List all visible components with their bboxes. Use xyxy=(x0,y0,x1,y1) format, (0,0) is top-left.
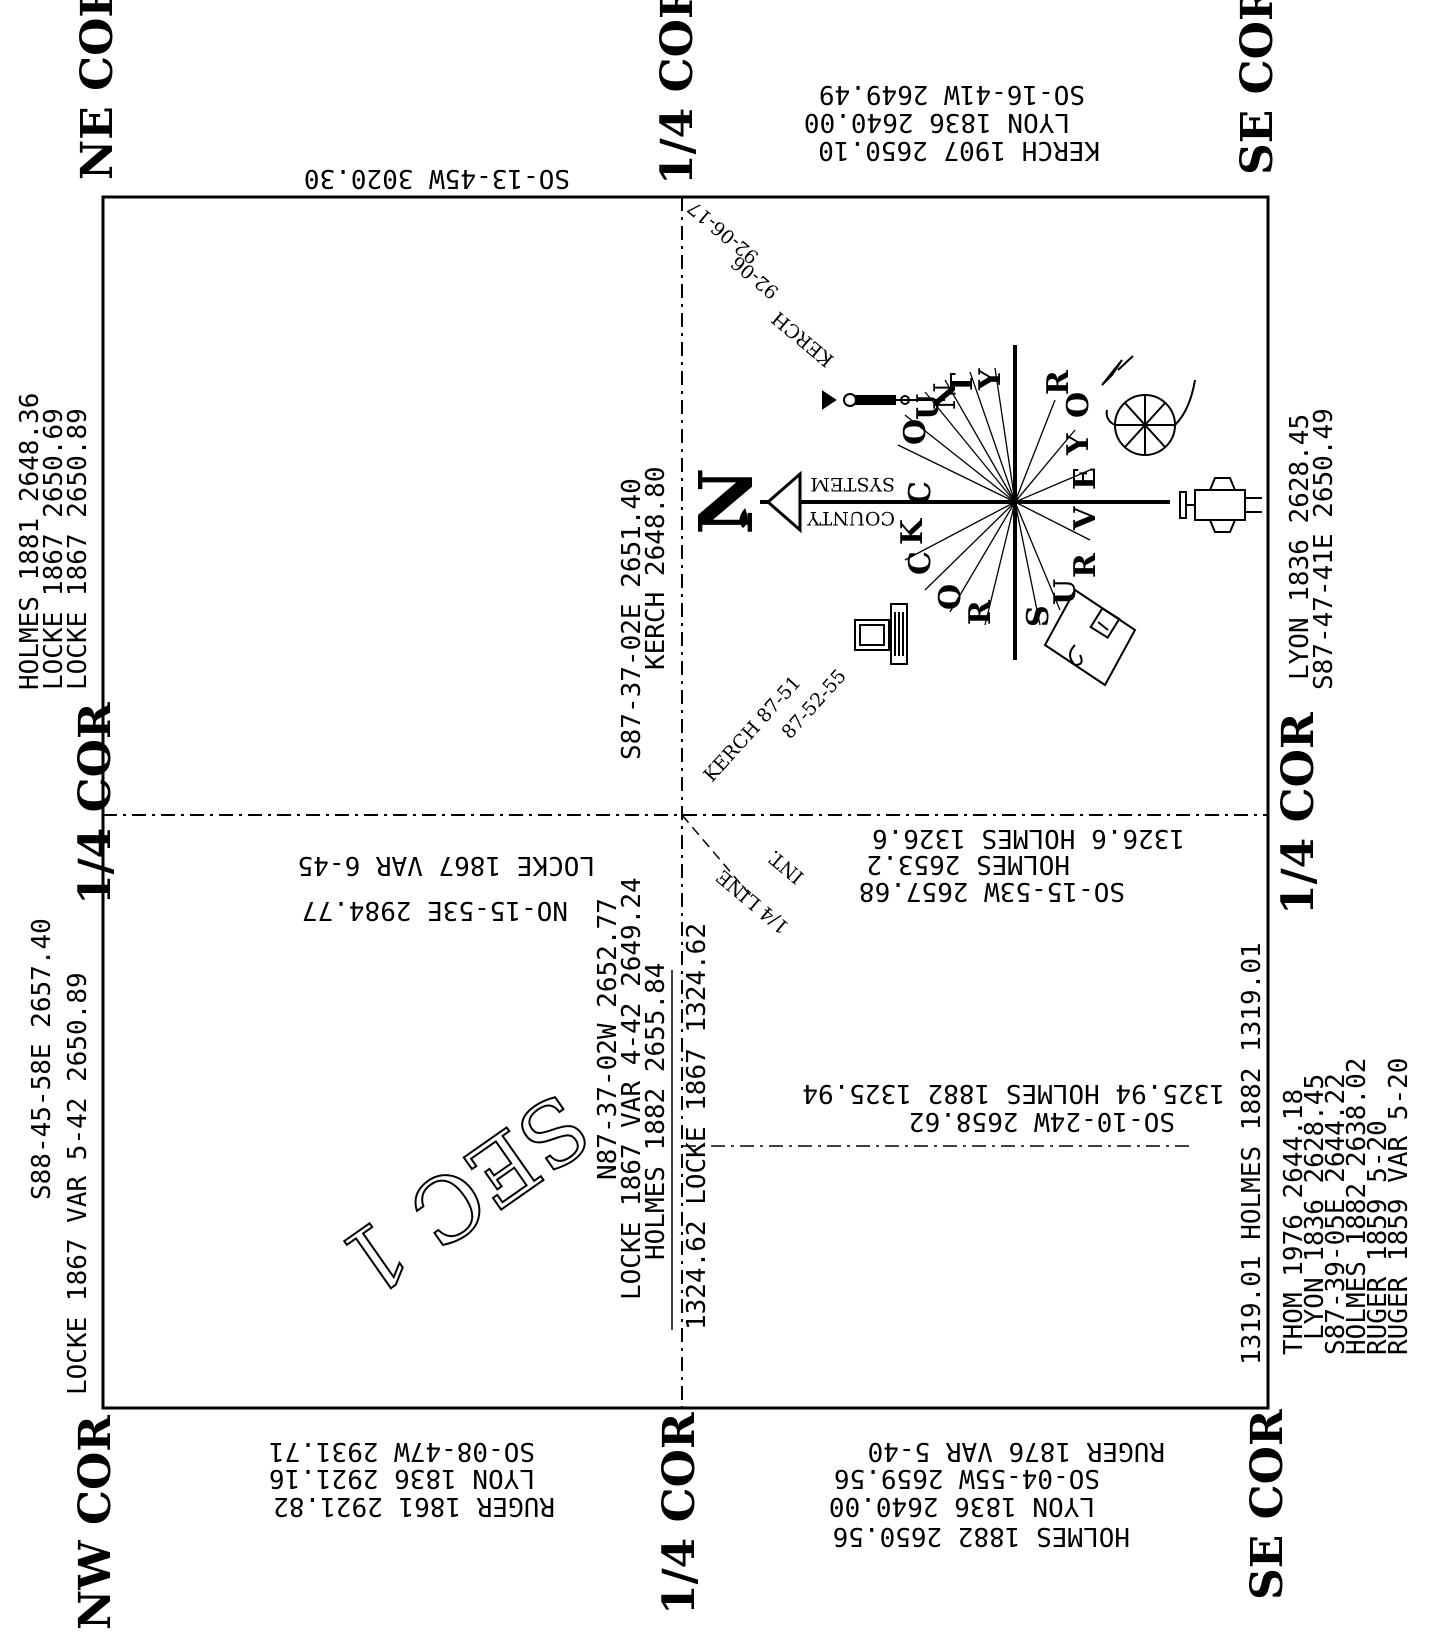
vertical-center-2: LOCKE 1867 VAR 4-42 2649.24 xyxy=(617,877,647,1300)
kerch-upper-label: KERCH xyxy=(768,307,838,371)
logo-letter-o2: O xyxy=(933,584,968,610)
int-pointer xyxy=(681,814,751,896)
se-quarter-upper-1: 1326.6 HOLMES 1326.6 xyxy=(872,823,1185,853)
int-label: INT. xyxy=(763,845,808,888)
bottom-right-3: LYON 1836 2640.00 xyxy=(829,1491,1095,1521)
bottom-left-1: RUGER 1861 2921.82 xyxy=(273,1491,555,1521)
quarter-cor-left: 1/4 COR xyxy=(70,702,121,905)
ne-cor-label: NE COR xyxy=(72,0,123,180)
vertical-center-1: N87-37-02W 2652.77 xyxy=(593,898,623,1180)
right-lower-4: HOLMES 1882 2638.02 xyxy=(1342,1058,1372,1355)
logo-letter-o1: O xyxy=(898,419,933,445)
top-right-1: KERCH 1907 2650.10 xyxy=(818,135,1100,165)
logo-letter-s: S xyxy=(1021,605,1056,627)
logo-letter-r1: R xyxy=(963,599,998,625)
left-lower-2: LOCKE 1867 VAR 5-42 2650.89 xyxy=(63,972,93,1395)
right-lower-1: THOM 1976 2644.18 xyxy=(1279,1089,1309,1355)
kerch-upper-nums2: 92-06-17 xyxy=(684,196,764,268)
top-right-3: SO-16-41W 2649.49 xyxy=(819,79,1085,109)
logo-county-text: COUNTY xyxy=(807,507,895,529)
transit-icon xyxy=(822,390,945,410)
logo-letter-v: V xyxy=(1068,506,1103,531)
computer-icon xyxy=(854,603,908,665)
logo-letter-c2: C xyxy=(903,551,938,575)
right-upper-2: S87-47-41E 2650.49 xyxy=(1309,408,1339,690)
logo-letter-y1: Y xyxy=(973,368,1008,391)
right-upper-1: LYON 1836 2628.45 xyxy=(1285,414,1315,680)
logo-letter-k: K xyxy=(895,518,930,545)
right-lower-2: LYON 1836 2628.45 xyxy=(1300,1074,1330,1340)
right-lower-3: S87-39-05E 2644.22 xyxy=(1321,1073,1351,1355)
se-cor-bottom: SE COR xyxy=(1242,1409,1293,1600)
bottom-right-1: RUGER 1876 VAR 5-40 xyxy=(868,1436,1165,1466)
logo-letter-r2: R xyxy=(1068,552,1103,578)
section-label: SEC 1 xyxy=(322,1073,607,1316)
logo-letter-t1: T xyxy=(945,372,980,395)
quarter-cor-top: 1/4 COR xyxy=(652,0,703,185)
bottom-right-4: HOLMES 1882 2650.56 xyxy=(833,1521,1130,1551)
logo-north-letter: N xyxy=(684,467,770,535)
holmes-line-label: 1319.01 HOLMES 1882 1319.01 xyxy=(1237,942,1267,1365)
mid-left-lower: NO-15-53E 2984.77 xyxy=(302,895,568,925)
bottom-left-3: SO-08-47W 2931.71 xyxy=(269,1436,535,1466)
vertical-right-upper-2: KERCH 2648.80 xyxy=(641,467,671,671)
top-left-1: SO-13-45W 3020.30 xyxy=(304,163,570,193)
se-quarter-upper-3: SO-15-53W 2657.68 xyxy=(859,876,1125,906)
logo-north-triangle xyxy=(765,470,802,534)
right-lower-5: RUGER 1859 5-20 xyxy=(1363,1120,1393,1355)
vertical-right-upper-1: S87-37-02E 2651.40 xyxy=(617,478,647,760)
pen-icon xyxy=(1101,355,1134,386)
logo-system-text: SYSTEM xyxy=(810,473,895,495)
vertical-center-3: HOLMES 1882 2655.84 xyxy=(641,963,671,1260)
logo-letter-u1: U xyxy=(911,394,946,420)
logo-letter-n1: N xyxy=(928,383,963,410)
left-upper-1: HOLMES 1881 2648.36 xyxy=(15,393,45,690)
right-lower-6: RUGER 1859 VAR 5-20 xyxy=(1384,1058,1414,1355)
quarter-cor-right: 1/4 COR xyxy=(1273,712,1324,915)
survey-system-logo: C O U N T Y K C O R S U R V E Y R O SYST… xyxy=(684,345,1262,687)
document-icon xyxy=(1043,588,1137,687)
bottom-right-2: SO-04-55W 2659.56 xyxy=(834,1463,1100,1493)
logo-letter-y2: Y xyxy=(1061,433,1096,456)
logo-letter-r3: R xyxy=(1041,369,1076,395)
left-upper-3: LOCKE 1867 2650.89 xyxy=(63,408,93,690)
globe-icon xyxy=(1105,379,1196,456)
tripod-icon xyxy=(1179,477,1262,533)
left-upper-2: LOCKE 1867 2650.69 xyxy=(39,408,69,690)
logo-leaf-icon xyxy=(739,508,748,528)
top-right-2: LYON 1836 2640.00 xyxy=(804,107,1070,137)
bottom-left-2: LYON 1836 2921.16 xyxy=(269,1463,535,1493)
section-boundary xyxy=(101,195,1270,1410)
logo-compass-rays xyxy=(897,367,1091,626)
se-cor-top: SE COR xyxy=(1232,0,1283,175)
se-quarter-upper-2: HOLMES 2653.2 xyxy=(867,849,1071,879)
logo-letter-e: E xyxy=(1068,467,1103,490)
locke-line-label: 1324.62 LOCKE 1867 1324.62 xyxy=(682,923,712,1330)
nw-cor-label: NW COR xyxy=(70,1415,121,1630)
mid-left-upper: LOCKE 1867 VAR 6-45 xyxy=(298,850,595,880)
quarter-cor-bottom: 1/4 COR xyxy=(654,1412,705,1615)
se-quarter-lower-2: SO-10-24W 2658.62 xyxy=(909,1106,1175,1136)
logo-letter-o3: O xyxy=(1061,392,1096,418)
logo-letter-c1: C xyxy=(903,481,938,505)
se-quarter-lower-1: 1325.94 HOLMES 1882 1325.94 xyxy=(802,1078,1225,1108)
left-lower-1: S88-45-58E 2657.40 xyxy=(27,918,57,1200)
